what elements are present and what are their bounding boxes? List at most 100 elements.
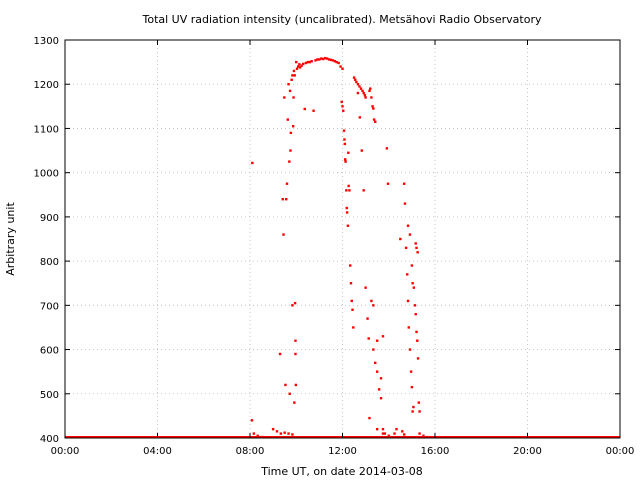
data-point: [356, 83, 360, 86]
data-point: [284, 383, 287, 387]
data-point: [410, 264, 414, 267]
data-point: [333, 60, 336, 63]
data-point: [327, 58, 331, 61]
data-point: [345, 211, 349, 214]
data-point: [301, 62, 305, 66]
data-point: [344, 160, 347, 163]
data-point: [347, 184, 350, 188]
data-point: [349, 264, 352, 267]
data-point: [306, 60, 310, 64]
data-point: [329, 58, 333, 62]
data-point: [343, 142, 347, 146]
data-point: [414, 312, 417, 316]
data-point: [298, 66, 302, 69]
data-point: [287, 432, 290, 435]
data-point: [370, 96, 373, 99]
data-point: [298, 63, 301, 66]
data-point: [279, 432, 283, 435]
data-point: [341, 67, 344, 70]
data-point: [289, 149, 292, 152]
data-point: [374, 361, 377, 365]
grid: [65, 40, 620, 438]
data-point: [372, 118, 376, 121]
data-point: [399, 237, 402, 241]
ticks: 400 500 600 700 800 900 1000 1100 1200 1300 00:00 0…: [34, 36, 635, 457]
x-tick-label: 04:00: [143, 446, 172, 457]
data-point: [351, 308, 354, 311]
data-point: [416, 251, 419, 254]
data-point: [303, 107, 306, 111]
data-point: [364, 96, 367, 99]
data-points: [250, 56, 429, 439]
data-point: [371, 105, 374, 108]
data-point: [413, 304, 417, 307]
x-axis-label: Time UT, on date 2014-03-08: [260, 465, 423, 478]
data-point: [278, 352, 282, 356]
data-point: [374, 120, 377, 124]
data-point: [401, 430, 404, 433]
data-point: [345, 189, 348, 192]
data-point: [412, 286, 416, 289]
data-point: [281, 198, 284, 201]
data-point: [416, 357, 420, 360]
data-point: [366, 317, 369, 320]
data-point: [349, 282, 353, 285]
data-point: [383, 432, 387, 435]
data-point: [295, 60, 298, 64]
data-point: [395, 427, 398, 431]
data-point: [375, 427, 379, 431]
x-tick-label: 20:00: [513, 446, 542, 457]
data-point: [356, 91, 360, 95]
y-tick-label: 500: [40, 390, 59, 401]
data-point: [341, 105, 344, 108]
data-point: [288, 89, 292, 93]
y-tick-label: 900: [40, 213, 59, 224]
y-tick-label: 1000: [34, 169, 59, 180]
y-tick-label: 400: [40, 434, 59, 445]
data-point: [362, 91, 365, 95]
data-point: [411, 410, 414, 413]
data-point: [415, 246, 418, 250]
data-point: [360, 149, 363, 152]
data-point: [340, 100, 343, 104]
data-point: [320, 57, 323, 60]
data-point: [354, 78, 357, 81]
data-point: [291, 74, 294, 77]
data-point: [381, 432, 385, 435]
data-point: [352, 326, 355, 329]
data-point: [370, 299, 373, 303]
data-point: [347, 151, 350, 154]
data-point: [406, 299, 410, 303]
data-point: [346, 224, 350, 227]
x-tick-label: 08:00: [236, 446, 265, 457]
data-point: [295, 67, 299, 70]
data-point: [352, 76, 356, 79]
data-point: [283, 431, 286, 434]
data-point: [325, 57, 329, 60]
data-point: [372, 304, 375, 307]
data-point: [361, 89, 364, 93]
data-point: [256, 434, 259, 437]
data-point: [292, 69, 296, 73]
data-point: [403, 202, 407, 205]
y-tick-label: 700: [40, 301, 59, 312]
data-point: [381, 427, 385, 431]
data-point: [296, 65, 300, 68]
data-point: [288, 160, 291, 163]
data-point: [318, 58, 321, 61]
data-point: [292, 96, 295, 99]
data-point: [286, 118, 289, 121]
data-point: [288, 392, 291, 395]
data-point: [367, 337, 370, 340]
data-point: [406, 273, 409, 276]
data-point: [417, 401, 421, 404]
data-point: [293, 74, 296, 77]
data-point: [368, 89, 371, 93]
data-point: [293, 301, 297, 305]
y-tick-label: 600: [40, 346, 59, 357]
y-tick-label: 1200: [34, 80, 59, 91]
data-point: [282, 233, 285, 236]
x-tick-label: 00:00: [51, 446, 80, 457]
data-point: [362, 189, 365, 192]
data-point: [415, 330, 418, 334]
